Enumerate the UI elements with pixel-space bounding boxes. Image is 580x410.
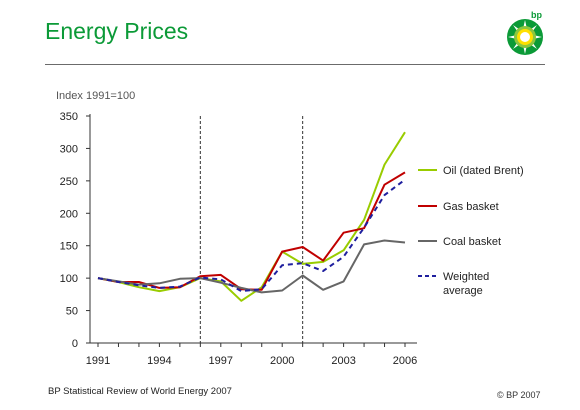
x-tick-label: 2006 bbox=[393, 355, 417, 367]
legend-label-line: Oil (dated Brent) bbox=[443, 165, 524, 177]
legend-label-line: Gas basket bbox=[443, 201, 499, 213]
legend-label-3: Weighted average bbox=[443, 271, 489, 297]
series-line-0 bbox=[97, 131, 406, 302]
y-tick-label: 250 bbox=[60, 176, 78, 188]
y-tick-label: 50 bbox=[66, 306, 78, 318]
x-tick-label: 1991 bbox=[86, 355, 110, 367]
slide-title: Energy Prices bbox=[45, 18, 189, 44]
series-line-2 bbox=[97, 239, 406, 294]
legend-label-2: Coal basket bbox=[443, 236, 501, 248]
footer-source: BP Statistical Review of World Energy 20… bbox=[48, 386, 232, 397]
x-tick-label: 1994 bbox=[147, 355, 171, 367]
svg-text:bp: bp bbox=[531, 10, 542, 20]
y-tick-label: 150 bbox=[60, 241, 78, 253]
footer-copyright: © BP 2007 bbox=[497, 390, 541, 400]
x-tick-label: 2000 bbox=[270, 355, 294, 367]
y-tick-label: 200 bbox=[60, 208, 78, 220]
legend-label-0: Oil (dated Brent) bbox=[443, 165, 524, 177]
bp-helios-logo-icon: bp bbox=[507, 10, 543, 55]
legend-label-line: average bbox=[443, 285, 483, 297]
y-tick-label: 300 bbox=[60, 143, 78, 155]
y-tick-label: 0 bbox=[72, 338, 78, 350]
x-tick-label: 2003 bbox=[331, 355, 355, 367]
y-tick-label: 100 bbox=[60, 273, 78, 285]
y-axis-title: Index 1991=100 bbox=[56, 90, 135, 102]
x-tick-label: 1997 bbox=[209, 355, 233, 367]
y-tick-label: 350 bbox=[60, 111, 78, 123]
legend-label-1: Gas basket bbox=[443, 201, 499, 213]
series-line-1 bbox=[97, 171, 406, 291]
series-line-3 bbox=[97, 178, 406, 293]
legend-label-line: Weighted bbox=[443, 271, 489, 283]
header-divider bbox=[45, 64, 545, 65]
legend-label-line: Coal basket bbox=[443, 236, 501, 248]
